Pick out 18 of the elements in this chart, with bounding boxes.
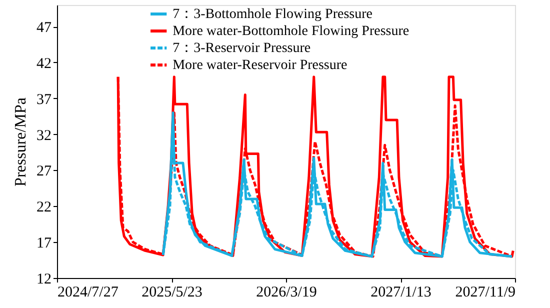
y-tick-label: 17	[36, 236, 52, 252]
y-tick-label: 12	[36, 272, 52, 288]
x-tick-label: 2026/3/19	[256, 284, 317, 300]
y-tick-label: 22	[36, 200, 52, 216]
y-tick-label: 27	[36, 164, 52, 180]
x-tick-label: 2024/7/27	[58, 284, 119, 300]
y-tick-label: 32	[36, 128, 52, 144]
x-tick-label: 2027/1/13	[370, 284, 432, 300]
x-tick-label: 2027/11/9	[455, 284, 516, 300]
y-tick-label: 42	[36, 56, 52, 72]
legend-label: 7：3-Bottomhole Flowing Pressure	[172, 7, 372, 22]
legend-label: More water-Bottomhole Flowing Pressure	[172, 24, 410, 39]
y-axis-title: Pressure/MPa	[12, 98, 30, 186]
y-tick-label: 37	[36, 92, 52, 108]
y-tick-label: 47	[36, 20, 52, 36]
legend-label: More water-Reservoir Pressure	[172, 58, 348, 73]
legend-label: 7：3-Reservoir Pressure	[172, 41, 311, 56]
x-tick-label: 2025/5/23	[142, 284, 202, 300]
